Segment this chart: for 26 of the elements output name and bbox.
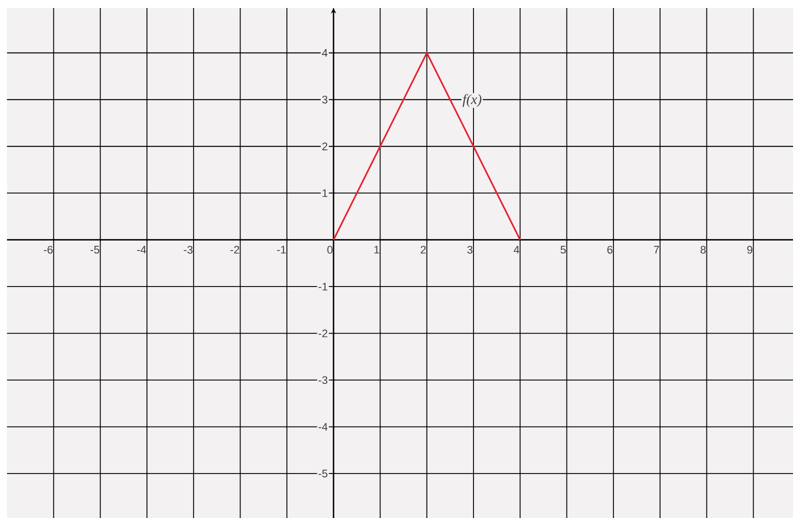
x-tick-label: -3 [184,246,193,254]
y-tick-label: 3 [322,96,328,104]
y-tick-label: -1 [318,282,328,290]
x-tick-label: 7 [654,246,659,254]
x-tick-label: 4 [514,246,520,254]
x-tick-label: 2 [420,246,426,254]
x-tick-label: 3 [467,246,472,254]
x-tick-label: 5 [560,246,566,254]
y-tick-label: -5 [318,470,328,478]
y-tick-label: 4 [322,49,328,57]
y-tick-label: 1 [322,189,328,197]
y-tick-label: -3 [318,376,328,384]
x-tick-label: -1 [277,246,286,254]
x-tick-label: 1 [374,246,380,254]
x-tick-label: 8 [700,246,706,254]
x-tick-label: -4 [137,246,146,254]
x-tick-label: -5 [90,246,100,254]
x-tick-label: 6 [607,246,612,254]
series-label: f(x) [462,94,482,107]
x-tick-label: 0 [327,246,333,254]
y-tick-label: 2 [322,142,328,150]
x-tick-label: 9 [747,246,752,254]
x-tick-label: -2 [230,246,240,254]
x-tick-label: -6 [44,246,53,254]
y-tick-label: -2 [318,330,328,338]
y-tick-label: -4 [318,423,328,431]
